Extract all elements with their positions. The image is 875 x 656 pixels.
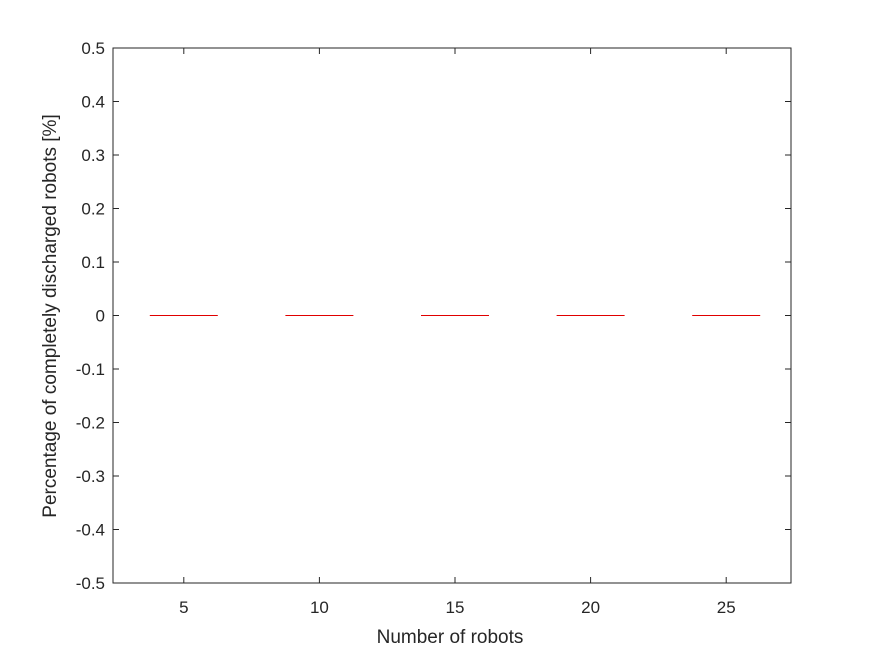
y-tick-label: -0.3 (76, 467, 105, 486)
x-tick-label: 5 (179, 598, 188, 617)
y-tick-label: 0.2 (81, 200, 105, 219)
y-tick-label: -0.4 (76, 521, 105, 540)
x-tick-label: 10 (310, 598, 329, 617)
y-tick-label: 0.1 (81, 253, 105, 272)
x-tick-label: 15 (446, 598, 465, 617)
y-tick-label: 0.5 (81, 39, 105, 58)
y-tick-label: -0.2 (76, 414, 105, 433)
y-axis: 0.5 0.4 0.3 0.2 0.1 0 -0.1 -0.2 -0.3 -0.4 -0.5 (76, 39, 791, 593)
y-tick-label: -0.1 (76, 360, 105, 379)
y-axis-label: Percentage of completely discharged robo… (40, 114, 61, 517)
y-tick-label: 0.4 (81, 93, 105, 112)
y-tick-label: -0.5 (76, 574, 105, 593)
y-tick-label: 0 (96, 307, 105, 326)
x-tick-label: 20 (581, 598, 600, 617)
x-axis-label: Number of robots (377, 627, 524, 648)
x-tick-label: 25 (717, 598, 736, 617)
y-tick-label: 0.3 (81, 146, 105, 165)
x-axis: 5 10 15 20 25 (179, 48, 736, 617)
